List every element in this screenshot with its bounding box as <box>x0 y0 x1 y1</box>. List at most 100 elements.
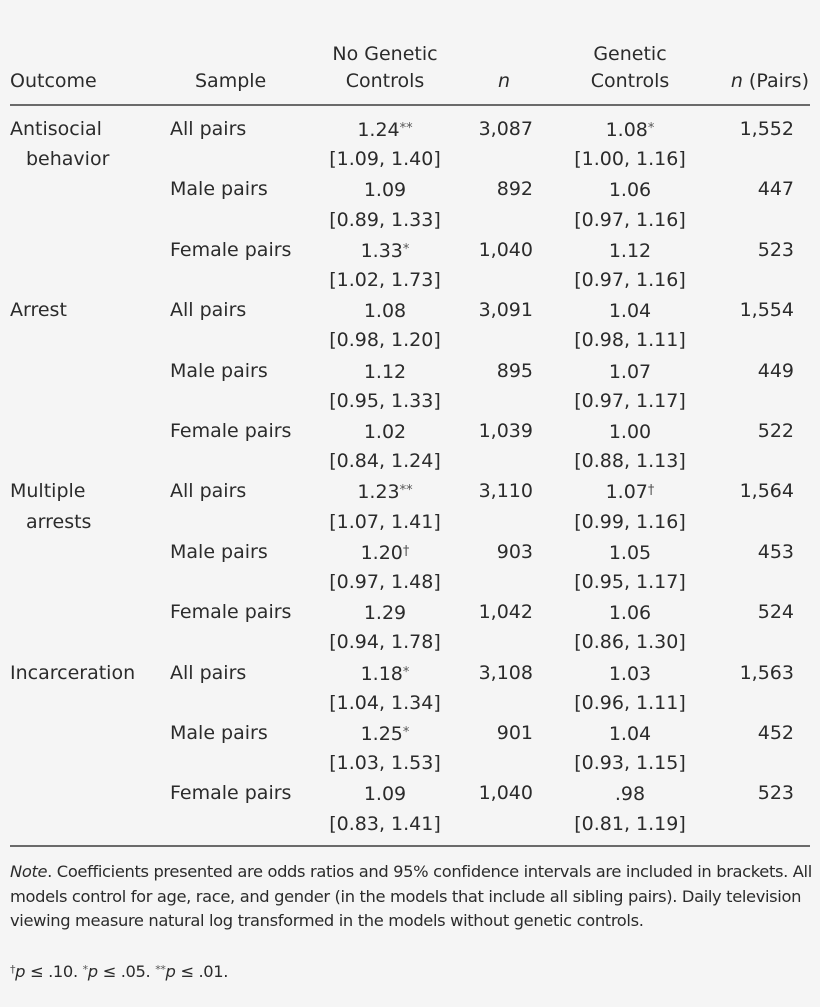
no-genetic-odds-ratio: 1.29 <box>305 597 465 628</box>
n-cell: 895 <box>496 359 533 382</box>
n-cell: 3,091 <box>478 299 533 322</box>
genetic-odds-ratio: 1.00 <box>550 416 710 447</box>
sample-cell: Female pairs <box>170 420 292 442</box>
genetic-odds-ratio: 1.03 <box>550 658 710 689</box>
note-label: Note <box>10 862 48 881</box>
odds-ratio-value: 1.05 <box>608 541 652 564</box>
genetic-confidence-interval: [0.97, 1.17] <box>574 389 686 412</box>
sample-cell: Female pairs <box>170 238 292 261</box>
n-pairs-cell: 522 <box>757 420 794 442</box>
n-pairs-cell: 523 <box>757 238 794 261</box>
no-genetic-confidence-interval: [0.84, 1.24] <box>329 450 441 473</box>
outcome-label: Incarceration <box>10 661 136 684</box>
n-pairs-cell: 524 <box>757 601 794 624</box>
header-n: n <box>498 68 510 95</box>
no-genetic-confidence-interval: [0.97, 1.48] <box>329 571 441 593</box>
odds-ratio-value: 1.09 <box>363 783 407 806</box>
no-genetic-confidence-interval: [1.04, 1.34] <box>329 691 441 714</box>
sample-cell: All pairs <box>170 480 247 503</box>
genetic-odds-ratio: 1.12 <box>550 235 710 266</box>
header-sample: Sample <box>195 70 267 92</box>
odds-ratio-value: 1.07 <box>605 481 648 504</box>
n-cell: 1,042 <box>478 601 533 624</box>
odds-ratio-value: 1.12 <box>608 239 652 262</box>
n-pairs-cell: 1,552 <box>739 118 794 140</box>
genetic-odds-ratio: 1.08* <box>550 114 710 145</box>
odds-ratio-value: 1.29 <box>363 602 407 625</box>
no-genetic-confidence-interval: [0.94, 1.78] <box>329 631 441 654</box>
odds-ratio-value: 1.06 <box>608 179 652 202</box>
no-genetic-odds-ratio: 1.09 <box>305 778 465 809</box>
no-genetic-confidence-interval: [0.98, 1.20] <box>329 329 441 352</box>
odds-ratio-value: 1.33 <box>360 239 403 262</box>
n-pairs-cell: 447 <box>757 178 794 201</box>
threshold-05: ≤ .05. <box>97 962 156 981</box>
sample-cell: All pairs <box>170 661 247 684</box>
no-genetic-confidence-interval: [1.03, 1.53] <box>329 752 441 775</box>
dagger-symbol: † <box>10 963 16 976</box>
no-genetic-confidence-interval: [1.02, 1.73] <box>329 269 441 291</box>
sample-cell: All pairs <box>170 299 247 322</box>
bottom-rule <box>10 845 810 847</box>
no-genetic-confidence-interval: [0.95, 1.33] <box>329 389 441 412</box>
genetic-confidence-interval: [0.93, 1.15] <box>574 752 686 775</box>
no-genetic-odds-ratio: 1.12 <box>305 356 465 387</box>
odds-ratio-value: 1.20 <box>360 541 403 564</box>
genetic-confidence-interval: [0.95, 1.17] <box>574 571 686 593</box>
n-cell: 1,040 <box>478 238 533 261</box>
n-cell: 903 <box>496 540 533 563</box>
significance-marker: * <box>402 241 410 257</box>
genetic-confidence-interval: [0.88, 1.13] <box>574 450 686 473</box>
significance-marker: ** <box>399 483 413 499</box>
header-no-genetic-controls-line1: No Genetic <box>332 43 438 65</box>
n-cell: 3,108 <box>478 661 533 684</box>
no-genetic-confidence-interval: [1.09, 1.40] <box>329 148 441 171</box>
no-genetic-odds-ratio: 1.25* <box>305 718 465 749</box>
odds-ratio-value: 1.04 <box>608 300 652 323</box>
header-n-pairs-italic: n <box>730 70 743 92</box>
significance-marker: * <box>402 664 410 680</box>
sample-cell: Male pairs <box>170 540 268 563</box>
genetic-confidence-interval: [0.97, 1.16] <box>574 208 686 231</box>
genetic-odds-ratio: .98 <box>550 778 710 809</box>
note-text: . Coefficients presented are odds ratios… <box>10 862 812 930</box>
n-pairs-cell: 1,563 <box>739 661 794 684</box>
header-n-label: n <box>498 70 511 92</box>
genetic-confidence-interval: [0.96, 1.11] <box>574 691 686 714</box>
odds-ratio-value: 1.08 <box>363 300 407 323</box>
odds-ratio-value: 1.24 <box>357 119 400 141</box>
genetic-odds-ratio: 1.04 <box>550 295 710 326</box>
significance-marker: * <box>647 121 655 136</box>
n-pairs-cell: 453 <box>757 540 794 563</box>
threshold-01: ≤ .01. <box>175 962 229 981</box>
outcome-label: Multiple <box>10 480 86 503</box>
odds-ratio-value: 1.23 <box>357 481 400 504</box>
header-n-pairs-rest: (Pairs) <box>742 70 809 92</box>
significance-marker: † <box>402 543 410 559</box>
n-pairs-cell: 1,554 <box>739 299 794 322</box>
no-genetic-odds-ratio: 1.23** <box>305 476 465 507</box>
outcome-label-continued: behavior <box>26 148 110 171</box>
n-cell: 901 <box>496 722 533 744</box>
header-no-genetic-controls-line2: Controls <box>345 70 425 92</box>
significance-marker: ** <box>399 121 413 136</box>
significance-marker: * <box>402 725 410 740</box>
genetic-odds-ratio: 1.07 <box>550 356 710 387</box>
sample-cell: All pairs <box>170 118 247 140</box>
header-n-pairs: n (Pairs) <box>700 68 809 95</box>
n-pairs-cell: 452 <box>757 722 794 744</box>
odds-ratio-value: 1.00 <box>608 421 652 443</box>
no-genetic-odds-ratio: 1.08 <box>305 295 465 326</box>
threshold-10: ≤ .10. <box>25 962 83 981</box>
n-cell: 3,110 <box>478 480 533 503</box>
header-genetic-controls-line2: Controls <box>590 70 670 92</box>
odds-ratio-value: 1.02 <box>363 421 407 443</box>
n-pairs-cell: 523 <box>757 782 794 805</box>
no-genetic-confidence-interval: [0.89, 1.33] <box>329 208 441 231</box>
n-cell: 1,039 <box>478 420 533 442</box>
outcome-label: Arrest <box>10 299 67 322</box>
genetic-confidence-interval: [1.00, 1.16] <box>574 148 686 171</box>
sample-cell: Female pairs <box>170 782 292 805</box>
p-symbol: p <box>87 962 98 981</box>
significance-legend: †p ≤ .10. *p ≤ .05. **p ≤ .01. <box>10 958 815 985</box>
